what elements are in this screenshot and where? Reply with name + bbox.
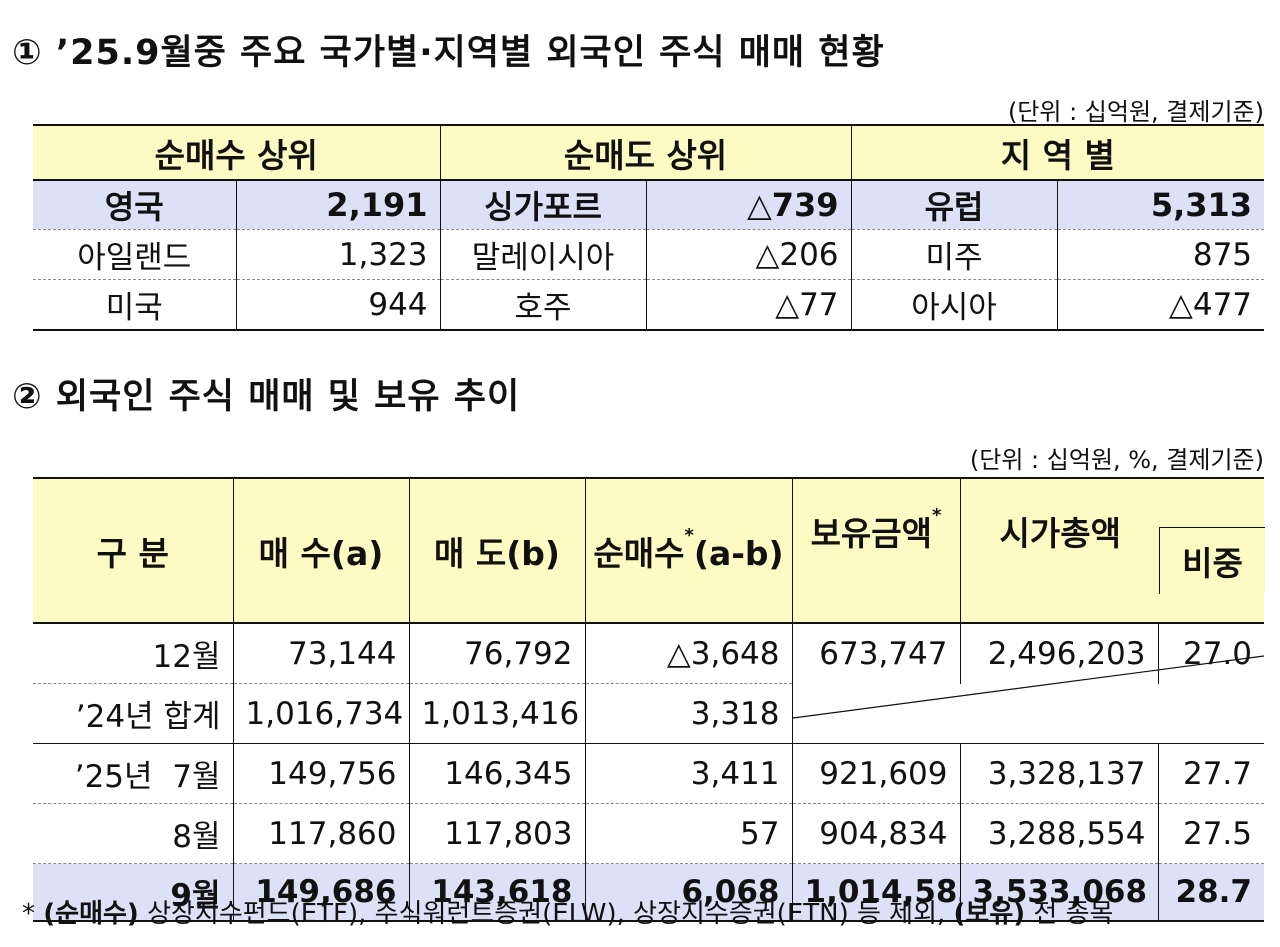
section2-unit-note: (단위 : 십억원, %, 결제기준) (969, 446, 1264, 474)
sell-cell: 76,792 (408, 623, 585, 684)
row-label: 12월 (152, 639, 221, 675)
table-row: 미국 944 호주 △77 아시아 △477 (33, 279, 1265, 330)
net-cell: 3,318 (584, 683, 792, 744)
ratio-cell: 27.0 (1157, 623, 1265, 684)
market-cap-cell: 3,328,137 (959, 743, 1158, 804)
foreign-trade-trend-table: 구 분 매 수(a) 매 도(b) 순매수*(a-b) 보유금액* 시가총액 1… (33, 477, 1265, 922)
header-holding-label: 보유금액 (810, 514, 933, 553)
footnote-text-2: 전 종목 (1033, 899, 1114, 929)
header-net-buy-top: 순매수 상위 (33, 125, 441, 181)
table-row: 12월 73,144 76,792 △3,648 673,747 2,496,2… (33, 623, 1265, 684)
table-row-total: 9월 149,686 143,618 6,068 1,014,583 3,533… (33, 863, 1265, 921)
region-name: 아시아 (850, 279, 1058, 330)
table-row: ’24년 합계 1,016,734 1,013,416 3,318 (33, 683, 1265, 744)
holding-cell: 1,014,583 (791, 863, 960, 921)
header-category: 구 분 (33, 478, 233, 624)
net-cell: 6,068 (584, 863, 792, 921)
sell-country: 싱가포르 (439, 180, 647, 230)
row-label: 9월 (33, 863, 233, 921)
region-value: 875 (1056, 229, 1265, 280)
sell-value: △739 (645, 180, 852, 230)
sell-cell: 117,803 (408, 803, 585, 864)
footnote-text-1: 상장지수펀드(ETF), 주식워런트증권(ELW), 상장지수증권(ETN) 등… (147, 899, 946, 929)
buy-country: 영국 (33, 180, 236, 230)
ratio-cell: 27.7 (1157, 743, 1265, 804)
footnote-tag-holding: (보유) (953, 899, 1026, 929)
buy-value: 1,323 (235, 229, 441, 280)
region-name: 유럽 (850, 180, 1058, 230)
footnote-tag-net-buy: (순매수) (43, 899, 139, 929)
section2-title: ② 외국인 주식 매매 및 보유 추이 (12, 377, 521, 417)
net-cell: △3,648 (584, 623, 792, 684)
header-buy: 매 수(a) (232, 478, 409, 624)
sell-country: 말레이시아 (439, 229, 647, 280)
table-row: 8월 117,860 117,803 57 904,834 3,288,554 … (33, 803, 1265, 864)
holding-cell: 904,834 (791, 803, 960, 864)
header-holding-star: * (932, 505, 942, 526)
buy-country: 미국 (33, 279, 236, 330)
header-net-buy-star: * (684, 524, 694, 546)
table-row: 아일랜드 1,323 말레이시아 △206 미주 875 (33, 229, 1265, 280)
sell-value: △77 (645, 279, 852, 330)
section1-title: ① ’25.9월중 주요 국가별·지역별 외국인 주식 매매 현황 (12, 33, 885, 73)
table-row: 영국 2,191 싱가포르 △739 유럽 5,313 (33, 180, 1265, 230)
holding-cell: 673,747 (791, 623, 960, 684)
header-sell: 매 도(b) (408, 478, 585, 624)
buy-country: 아일랜드 (33, 229, 236, 280)
header-net-buy-suffix: (a-b) (693, 533, 784, 573)
header-ratio: 비중 (1159, 527, 1265, 594)
section1-unit-note: (단위 : 십억원, 결제기준) (1007, 98, 1264, 126)
header-region: 지 역 별 (850, 125, 1265, 181)
header-net-buy-label: 순매수 (593, 533, 685, 573)
row-label: ’24년 합계 (33, 683, 233, 744)
header-market-cap-label: 시가총액 (999, 514, 1121, 553)
sell-country: 호주 (439, 279, 647, 330)
header-holding: 보유금액* (791, 478, 960, 624)
region-name: 미주 (850, 229, 1058, 280)
footnote: * (순매수) 상장지수펀드(ETF), 주식워런트증권(ELW), 상장지수증… (22, 893, 1113, 930)
sell-cell: 146,345 (408, 743, 585, 804)
market-cap-cell: 3,533,068 (959, 863, 1158, 921)
buy-cell: 117,860 (232, 803, 409, 864)
region-value: △477 (1056, 279, 1265, 330)
buy-cell: 149,756 (232, 743, 409, 804)
buy-cell: 1,016,734 (232, 683, 409, 744)
holding-cell: 921,609 (791, 743, 960, 804)
buy-cell: 73,144 (232, 623, 409, 684)
row-label: 8월 (33, 803, 233, 864)
buy-cell: 149,686 (232, 863, 409, 921)
table-row: ’25년 7월 149,756 146,345 3,411 921,609 3,… (33, 743, 1265, 804)
header-net-sell-top: 순매도 상위 (439, 125, 852, 181)
ratio-cell: 28.7 (1157, 863, 1265, 921)
buy-value: 944 (235, 279, 441, 330)
row-label: ’25년 7월 (33, 743, 233, 804)
market-cap-cell: 3,288,554 (959, 803, 1158, 864)
country-trade-table: 순매수 상위 순매도 상위 지 역 별 영국 2,191 싱가포르 △739 유… (33, 124, 1265, 331)
sell-cell: 143,618 (408, 863, 585, 921)
footnote-star: * (22, 899, 35, 929)
sell-value: △206 (645, 229, 852, 280)
buy-value: 2,191 (235, 180, 441, 230)
sell-cell: 1,013,416 (408, 683, 585, 744)
region-value: 5,313 (1056, 180, 1265, 230)
empty-merged-cell (791, 683, 1265, 744)
net-cell: 57 (584, 803, 792, 864)
market-cap-cell: 2,496,203 (959, 623, 1158, 684)
net-cell: 3,411 (584, 743, 792, 804)
header-net-buy: 순매수*(a-b) (584, 478, 792, 624)
ratio-cell: 27.5 (1157, 803, 1265, 864)
